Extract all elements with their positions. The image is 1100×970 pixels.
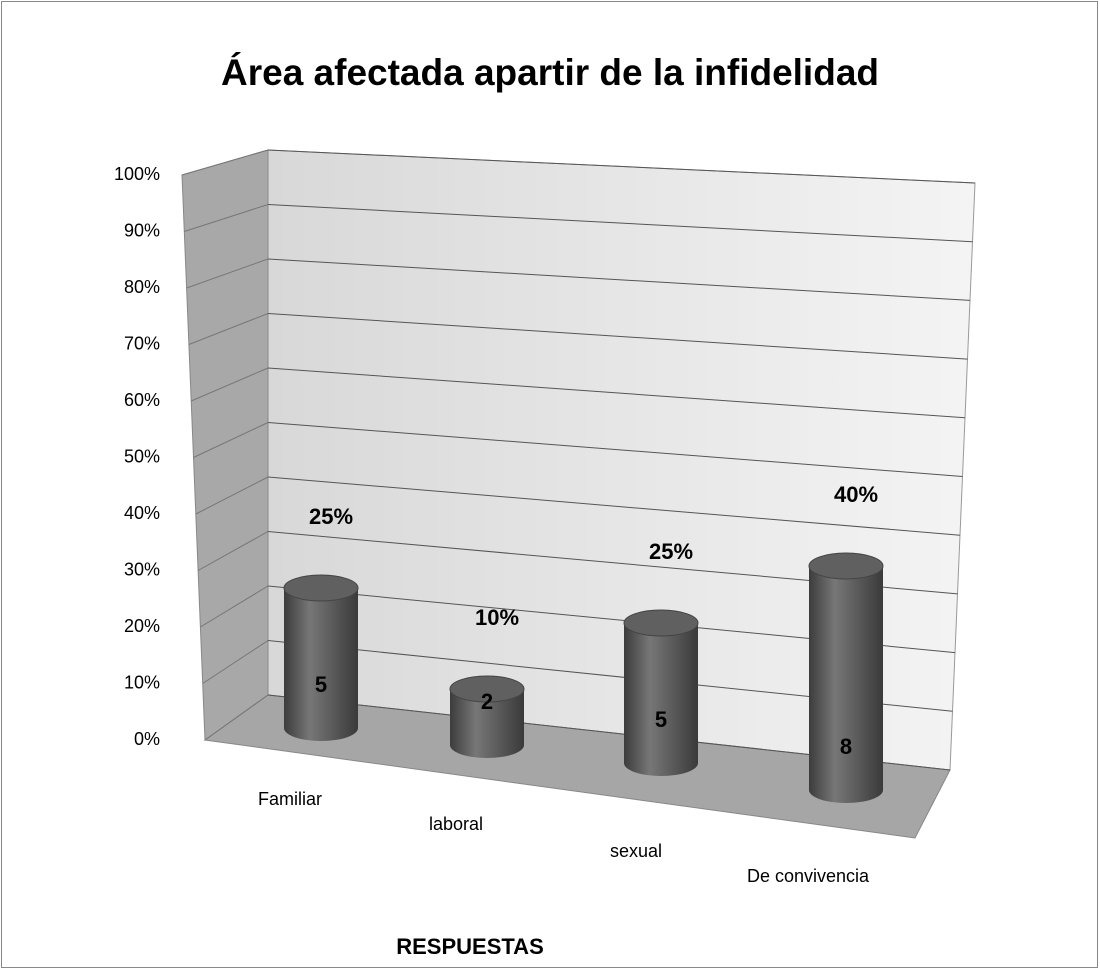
y-tick-label: 80%	[124, 277, 160, 297]
count-label: 5	[655, 707, 667, 732]
grid-line	[267, 258, 971, 301]
bar	[450, 689, 524, 758]
y-tick-label: 50%	[124, 446, 160, 466]
x-tick-label: sexual	[610, 841, 662, 861]
x-tick-label: Familiar	[258, 789, 322, 809]
grid-line	[267, 367, 966, 419]
bar-top	[449, 675, 525, 703]
grid-line	[267, 313, 968, 360]
bar	[809, 566, 883, 803]
grid-line	[191, 367, 269, 402]
count-label: 5	[315, 672, 327, 697]
y-tick-label: 30%	[124, 559, 160, 579]
grid-line	[193, 422, 269, 458]
grid-line	[186, 258, 269, 289]
grid-line	[202, 640, 269, 684]
grid-line	[267, 476, 961, 536]
y-tick-label: 60%	[124, 390, 160, 410]
bar	[284, 588, 358, 741]
grid-line	[195, 476, 269, 515]
y-tick-label: 100%	[114, 164, 160, 184]
x-tick-label: laboral	[429, 814, 483, 834]
bar-top	[623, 609, 699, 637]
grid-line	[188, 313, 269, 345]
x-axis-title: RESPUESTAS	[396, 934, 544, 959]
value-label: 25%	[309, 504, 353, 529]
y-tick-label: 70%	[124, 333, 160, 353]
grid-line	[197, 531, 269, 571]
y-tick-label: 40%	[124, 503, 160, 523]
grid-line	[200, 585, 269, 628]
grid-line	[204, 694, 269, 741]
value-label: 40%	[834, 482, 878, 507]
grid-line	[181, 149, 269, 176]
grid-line	[267, 149, 976, 184]
bar-top	[283, 574, 359, 602]
chart-title: Área afectada apartir de la infidelidad	[221, 52, 879, 93]
y-tick-label: 0%	[134, 729, 160, 749]
grid-line	[267, 204, 973, 243]
grid-line	[184, 204, 269, 232]
y-tick-label: 90%	[124, 220, 160, 240]
bar	[624, 623, 698, 776]
x-tick-label: De convivencia	[747, 866, 870, 886]
grid-line	[267, 422, 963, 477]
y-tick-label: 10%	[124, 672, 160, 692]
y-tick-label: 20%	[124, 616, 160, 636]
value-label: 25%	[649, 539, 693, 564]
value-label: 10%	[475, 605, 519, 630]
count-label: 8	[840, 734, 852, 759]
bar-top	[808, 552, 884, 580]
count-label: 2	[481, 689, 493, 714]
